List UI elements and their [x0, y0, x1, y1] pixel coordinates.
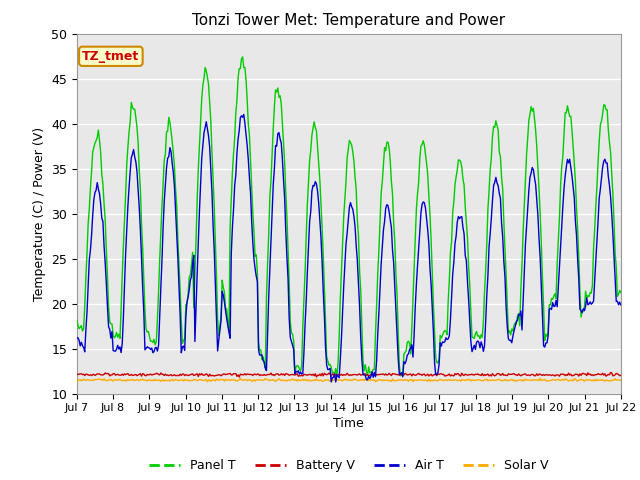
Legend: Panel T, Battery V, Air T, Solar V: Panel T, Battery V, Air T, Solar V	[144, 455, 554, 477]
X-axis label: Time: Time	[333, 418, 364, 431]
Text: TZ_tmet: TZ_tmet	[82, 50, 140, 63]
Y-axis label: Temperature (C) / Power (V): Temperature (C) / Power (V)	[33, 127, 45, 300]
Title: Tonzi Tower Met: Temperature and Power: Tonzi Tower Met: Temperature and Power	[192, 13, 506, 28]
